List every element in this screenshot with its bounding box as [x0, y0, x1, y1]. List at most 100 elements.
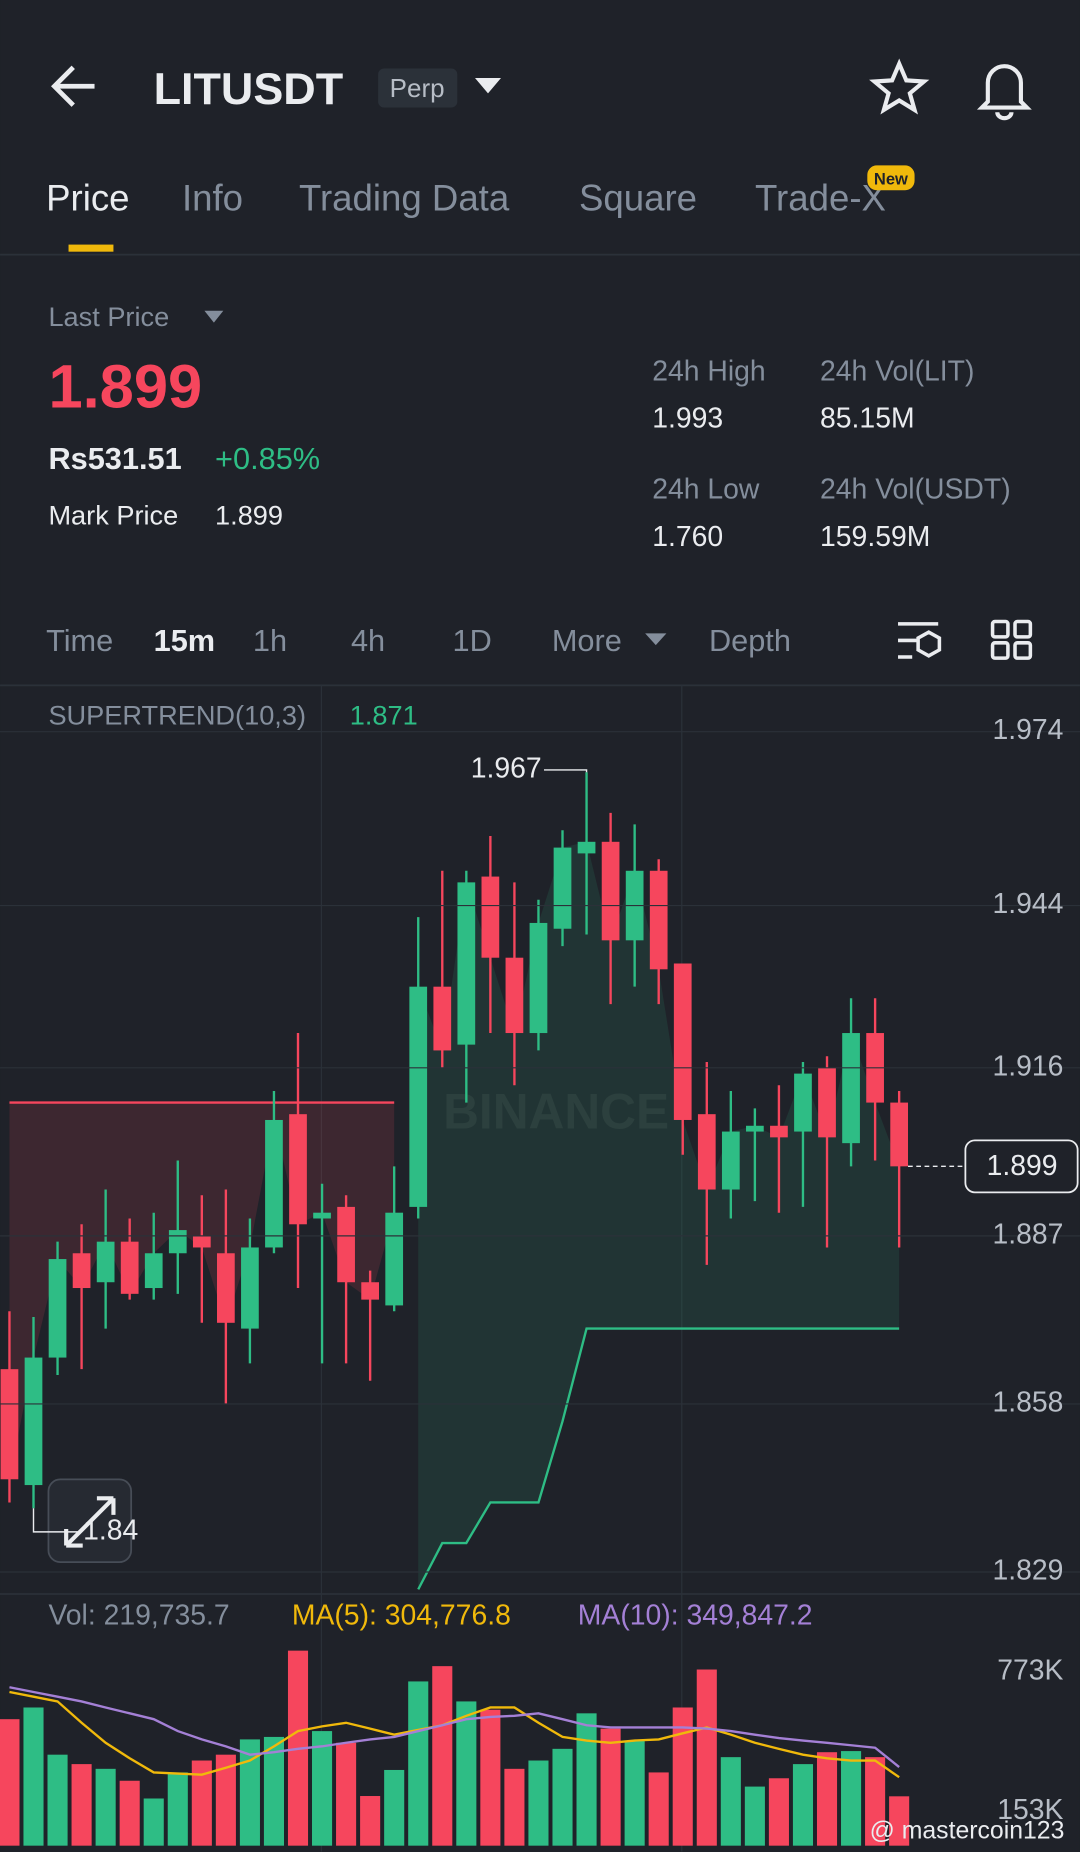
volume-bar [312, 1731, 333, 1846]
candle-body [890, 1102, 909, 1167]
active-tab-indicator [68, 244, 114, 252]
last-price: 1.899 [48, 353, 202, 422]
candle-body [409, 986, 428, 1207]
volume-bar [71, 1764, 92, 1846]
candle-body [337, 1206, 355, 1283]
candle-body [289, 1114, 307, 1225]
candle-body [721, 1131, 740, 1190]
y-tick-label: 1.887 [993, 1218, 1064, 1250]
interval[interactable]: 1D [453, 623, 492, 658]
interval[interactable]: More [552, 623, 622, 658]
volume-bar [816, 1752, 838, 1846]
tab[interactable]: Square [579, 177, 697, 218]
fiat-price: Rs531.51 [48, 441, 181, 476]
candle-body [481, 876, 500, 958]
candle-body [842, 1033, 860, 1144]
low-label: 1.84 [83, 1514, 138, 1546]
volume-bar [360, 1796, 381, 1846]
new-badge-text: New [874, 169, 908, 188]
interval[interactable]: Depth [709, 623, 791, 658]
interval[interactable]: 15m [154, 623, 215, 658]
volume-bar [600, 1728, 621, 1846]
volume-bar [552, 1748, 573, 1846]
volume-bar [0, 1719, 20, 1846]
perp-badge [378, 68, 458, 108]
back-button[interactable] [51, 65, 95, 107]
symbol-dropdown[interactable] [475, 77, 502, 94]
y-tick-label: 1.916 [993, 1050, 1064, 1082]
candle-body [433, 986, 452, 1051]
candle-body [673, 963, 692, 1120]
volume-bar [480, 1709, 501, 1846]
y-tick-label: 1.858 [993, 1386, 1064, 1418]
interval[interactable]: 4h [351, 623, 385, 658]
stat-label: 24h Low [652, 474, 760, 506]
candle-body [649, 870, 668, 970]
mark-price: 1.899 [215, 500, 283, 531]
symbol: LITUSDT [154, 63, 344, 114]
volume-tick-label: 153K [997, 1794, 1063, 1826]
volume-bar [119, 1780, 140, 1846]
candle-body [48, 1259, 67, 1358]
alert-button[interactable] [976, 64, 1032, 121]
volume-bar [744, 1786, 765, 1846]
volume-bar [23, 1707, 44, 1846]
candle-body [505, 957, 524, 1034]
y-tick-label: 1.974 [993, 714, 1064, 746]
stat-value: 1.993 [652, 403, 723, 435]
interval[interactable]: Time [46, 623, 113, 658]
volume-bar [432, 1666, 453, 1846]
indicator-value: 1.871 [350, 699, 418, 730]
last-price-label[interactable]: Last Price [48, 301, 169, 332]
interval[interactable]: 1h [253, 623, 287, 658]
expand-button[interactable] [47, 1478, 133, 1563]
layout-button[interactable] [990, 619, 1033, 660]
volume-bar [720, 1757, 741, 1846]
tab[interactable]: Price [46, 177, 129, 218]
mark-price-label: Mark Price [48, 500, 178, 531]
ma5-line [9, 1690, 900, 1779]
volume-plot: 773K 153K [0, 1650, 1064, 1846]
high-label: 1.967 [471, 752, 542, 784]
candle-body [794, 1073, 812, 1132]
tab[interactable]: Trade-X [755, 177, 886, 218]
volume-bar [456, 1701, 477, 1846]
volume-bar [696, 1669, 717, 1846]
stat-value: 85.15M [820, 403, 915, 435]
candle-body [96, 1241, 115, 1283]
volume-bar [576, 1713, 597, 1846]
volume-bar [167, 1772, 188, 1846]
volume-bar [384, 1769, 405, 1846]
tab[interactable]: Info [182, 177, 243, 218]
candle-body [746, 1125, 764, 1132]
low-leader [32, 1508, 81, 1533]
candle-body [192, 1235, 211, 1248]
volume-bar [792, 1764, 814, 1846]
current-price-tag: 1.899 [987, 1150, 1058, 1182]
candle-body [313, 1212, 331, 1219]
tab[interactable]: Trading Data [299, 177, 510, 218]
supertrend-line [417, 1327, 900, 1590]
candle-body [72, 1253, 91, 1289]
volume-tick-label: 773K [997, 1654, 1063, 1686]
volume-bar [841, 1751, 862, 1846]
volume-bar [865, 1757, 886, 1846]
high-leader [544, 769, 588, 773]
credit: @ mastercoin123 [870, 1818, 1065, 1845]
dropdown [204, 310, 224, 323]
candle-body [265, 1119, 283, 1248]
volume-bar [143, 1798, 164, 1846]
candle-body [144, 1253, 163, 1289]
volume-bar [47, 1754, 68, 1846]
volume-bar [672, 1707, 693, 1846]
candle-body [553, 847, 572, 929]
candle-body [120, 1241, 139, 1294]
volume-bar [528, 1760, 549, 1846]
favorite-button[interactable] [869, 58, 930, 115]
stat-value: 1.760 [652, 521, 723, 553]
current-price-box [964, 1139, 1079, 1194]
ma10-label: MA(10): 349,847.2 [578, 1600, 813, 1632]
candle-body [770, 1125, 788, 1138]
indicator-settings[interactable] [898, 622, 942, 659]
